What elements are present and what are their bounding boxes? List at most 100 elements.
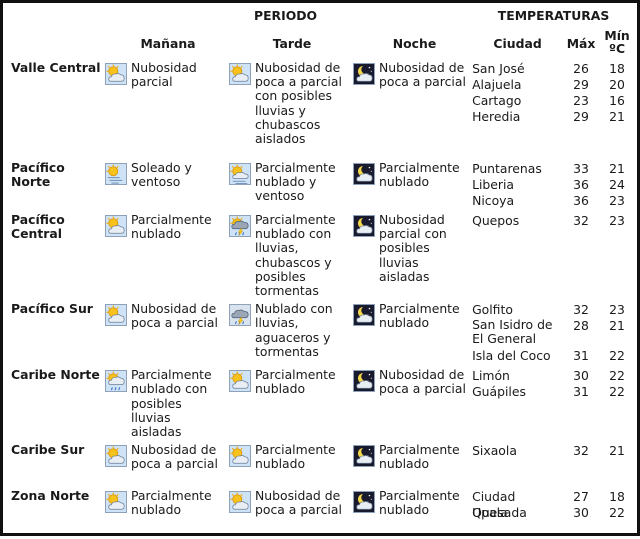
min-temp: 22: [609, 384, 625, 400]
sun-cloud-icon: [105, 445, 127, 468]
manana-forecast-text: Nubosidad de poca a parcial: [131, 301, 218, 331]
max-temp-list: 33 36 36: [565, 161, 597, 213]
min-temp: 24: [609, 177, 625, 192]
manana-forecast-text: Parcialmente nublado: [131, 488, 212, 518]
max-temp-list: 27 30: [565, 489, 597, 539]
tarde-icon-cell: [225, 489, 255, 539]
region-row: Valle Central Nubosidad parcial Nubosidad …: [3, 60, 637, 161]
forecast-table: PERIODO TEMPERATURAS Mañana Tarde Noche …: [3, 3, 637, 539]
city-list: Puntarenas Liberia Nicoya: [470, 161, 565, 213]
city-list: Sixaola: [470, 443, 565, 489]
header-row-top: PERIODO TEMPERATURAS: [3, 3, 637, 29]
max-temp: 36: [573, 193, 589, 208]
city-name: Puntarenas: [472, 161, 542, 176]
sun-wind-icon: [105, 163, 127, 185]
sun-cloud-icon: [105, 63, 127, 85]
city-name: Quepos: [472, 213, 520, 228]
tarde-forecast-text: Nubosidad de poca a parcial con posibles…: [255, 60, 342, 147]
moon-cloud-icon: [353, 445, 375, 468]
city-name: Cartago: [472, 93, 522, 108]
manana-icon-cell: [101, 161, 131, 213]
min-heading: Mín ºC: [597, 29, 637, 61]
max-temp: 26: [573, 61, 589, 76]
sun-cloud-icon: [105, 304, 127, 327]
noche-icon-cell: [349, 161, 379, 213]
max-temp: 36: [573, 177, 589, 192]
manana-forecast-text: Nubosidad parcial: [131, 60, 197, 90]
tarde-forecast-text: Nubosidad de poca a parcial: [255, 488, 342, 518]
noche-icon-cell: [349, 213, 379, 302]
manana-forecast-text: Parcialmente nublado: [131, 212, 212, 242]
city-name: Guápiles: [472, 384, 526, 400]
max-temp: 27: [573, 489, 589, 505]
min-temp: 23: [609, 302, 625, 318]
moon-cloud-icon: [353, 63, 375, 85]
max-temp: 23: [573, 93, 589, 108]
moon-cloud-icon: [353, 163, 375, 185]
max-temp-list: 32: [565, 213, 597, 302]
manana-forecast-text: Parcialmente nublado con posibles lluvia…: [131, 367, 212, 440]
max-temp: 32: [573, 302, 589, 318]
min-temp: 18: [609, 489, 625, 505]
min-temp: 21: [609, 109, 625, 124]
min-temp: 21: [609, 318, 625, 334]
city-name: Nicoya: [472, 193, 515, 208]
city-name: Isla del Coco: [472, 348, 551, 364]
max-temp: 30: [573, 368, 589, 384]
sun-cloud-icon: [229, 491, 251, 514]
forecast-body: Valle Central Nubosidad parcial Nubosidad …: [3, 60, 637, 539]
max-temp: 28: [573, 318, 589, 334]
noche-icon-cell: [349, 368, 379, 443]
city-name: Liberia: [472, 177, 515, 192]
city-name: Heredia: [472, 109, 521, 124]
noche-icon-cell: [349, 61, 379, 161]
max-temp: 31: [573, 348, 589, 364]
max-temp: 30: [573, 505, 589, 521]
sun-cloud-icon: [105, 491, 127, 514]
manana-icon-cell: [101, 61, 131, 161]
city-name: Alajuela: [472, 77, 522, 92]
tarde-forecast-text: Parcialmente nublado: [255, 367, 336, 397]
max-temp: 31: [573, 384, 589, 400]
header-row-columns: Mañana Tarde Noche Ciudad Máx Mín ºC: [3, 29, 637, 61]
region-row: Zona Norte Parcialmente nublado Nubosidad …: [3, 489, 637, 539]
max-temp: 32: [573, 443, 589, 459]
manana-icon-cell: [101, 443, 131, 489]
tarde-icon-cell: [225, 368, 255, 443]
min-temp: 16: [609, 93, 625, 108]
sun-cloud-icon: [229, 445, 251, 468]
moon-cloud-icon: [353, 215, 375, 237]
noche-icon-cell: [349, 489, 379, 539]
noche-forecast-text: Parcialmente nublado: [379, 160, 460, 190]
region-row: Caribe Sur Nubosidad de poca a parcial Par…: [3, 443, 637, 489]
min-temp: 21: [609, 161, 625, 176]
min-temp: 22: [609, 505, 625, 521]
region-name: Pacífico Norte: [11, 160, 65, 190]
temperaturas-heading: TEMPERATURAS: [497, 8, 610, 23]
noche-icon-cell: [349, 443, 379, 489]
city-name: Ciudad Quesada: [472, 489, 527, 521]
moon-cloud-icon: [353, 304, 375, 327]
tarde-forecast-text: Nublado con lluvias, aguaceros y torment…: [255, 301, 333, 359]
noche-forecast-text: Parcialmente nublado: [379, 442, 460, 472]
max-temp-list: 32 28 31: [565, 302, 597, 368]
moon-cloud-icon: [353, 370, 375, 393]
noche-icon-cell: [349, 302, 379, 368]
region-name: Pacífico Sur: [11, 301, 93, 317]
manana-icon-cell: [101, 302, 131, 368]
noche-forecast-text: Nubosidad de poca a parcial: [379, 367, 466, 397]
max-temp: 29: [573, 77, 589, 92]
city-list: Limón Guápiles: [470, 368, 565, 443]
noche-forecast-text: Parcialmente nublado: [379, 488, 460, 518]
city-list: Golfito San Isidro de El General Isla del …: [470, 302, 565, 368]
periodo-heading: PERIODO: [254, 8, 318, 23]
moon-cloud-icon: [353, 491, 375, 514]
tarde-icon-cell: [225, 161, 255, 213]
city-name: Golfito: [472, 302, 513, 318]
noche-forecast-text: Nubosidad de poca a parcial: [379, 60, 466, 90]
max-temp: 33: [573, 161, 589, 176]
noche-forecast-text: Nubosidad parcial con posibles lluvias a…: [379, 212, 447, 284]
city-list: San José Alajuela Cartago Heredia: [470, 61, 565, 161]
min-temp-list: 21: [597, 443, 637, 489]
